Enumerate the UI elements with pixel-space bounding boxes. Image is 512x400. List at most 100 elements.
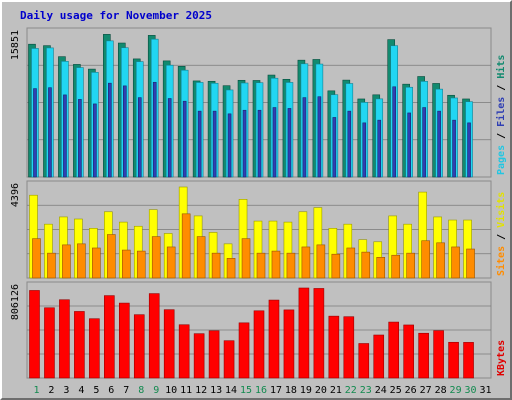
bar-kbytes-22 bbox=[343, 316, 355, 379]
bar-sites-16 bbox=[256, 252, 266, 279]
bar-pages-6 bbox=[108, 82, 112, 178]
x-tick-label-13: 13 bbox=[210, 385, 222, 396]
x-tick-label-24: 24 bbox=[375, 385, 387, 396]
panel-visits-sites-ymax-label: 4396 bbox=[10, 183, 21, 207]
bar-pages-29 bbox=[452, 119, 456, 178]
legend-sites: Sites bbox=[495, 246, 507, 276]
bar-kbytes-30 bbox=[463, 342, 474, 379]
panel-kbytes-ymax-label: 806126 bbox=[10, 284, 21, 320]
bar-pages-16 bbox=[257, 109, 262, 178]
bar-pages-23 bbox=[362, 122, 367, 178]
bar-sites-10 bbox=[166, 246, 176, 279]
bar-pages-4 bbox=[78, 99, 82, 178]
bar-sites-5 bbox=[92, 247, 101, 279]
bar-sites-17 bbox=[271, 250, 281, 279]
bar-sites-13 bbox=[211, 252, 221, 279]
x-tick-label-3: 3 bbox=[63, 385, 69, 396]
legend-files: Files bbox=[495, 97, 507, 127]
x-tick-label-18: 18 bbox=[285, 385, 297, 396]
legend-hits: Hits bbox=[495, 55, 507, 79]
x-tick-label-28: 28 bbox=[435, 385, 447, 396]
x-tick-label-21: 21 bbox=[330, 385, 342, 396]
bar-sites-2 bbox=[47, 252, 56, 279]
bar-sites-22 bbox=[346, 247, 356, 279]
panel-kbytes-legend: KBytes bbox=[496, 340, 507, 376]
bar-sites-11 bbox=[181, 213, 191, 279]
x-tick-label-7: 7 bbox=[123, 385, 129, 396]
x-tick-label-25: 25 bbox=[390, 385, 402, 396]
bar-pages-14 bbox=[227, 113, 232, 178]
bar-pages-13 bbox=[212, 110, 217, 178]
x-tick-label-8: 8 bbox=[138, 385, 144, 396]
panel-visits-sites-legend: Sites / Visits bbox=[495, 192, 507, 276]
bar-sites-30 bbox=[466, 248, 475, 279]
bar-sites-18 bbox=[286, 252, 296, 279]
x-tick-label-27: 27 bbox=[420, 385, 432, 396]
bar-pages-12 bbox=[197, 110, 202, 178]
bar-pages-22 bbox=[347, 110, 352, 178]
bar-kbytes-14 bbox=[223, 340, 235, 379]
bar-sites-28 bbox=[436, 242, 445, 279]
bar-kbytes-29 bbox=[448, 341, 459, 379]
bar-kbytes-3 bbox=[59, 299, 70, 379]
bar-pages-5 bbox=[93, 103, 97, 178]
bar-kbytes-20 bbox=[313, 288, 325, 379]
bar-kbytes-10 bbox=[163, 309, 175, 379]
x-tick-label-31: 31 bbox=[479, 385, 491, 396]
bar-pages-24 bbox=[377, 119, 382, 178]
bar-kbytes-7 bbox=[118, 302, 130, 379]
bar-pages-28 bbox=[437, 110, 441, 178]
bar-sites-15 bbox=[241, 238, 251, 279]
bar-pages-11 bbox=[182, 100, 187, 178]
bar-sites-12 bbox=[196, 236, 206, 279]
x-tick-label-4: 4 bbox=[78, 385, 84, 396]
bar-kbytes-15 bbox=[238, 322, 250, 379]
bar-pages-8 bbox=[137, 97, 142, 178]
bar-sites-9 bbox=[151, 236, 161, 279]
bar-kbytes-13 bbox=[208, 330, 220, 379]
bar-sites-25 bbox=[391, 254, 401, 279]
x-tick-label-30: 30 bbox=[465, 385, 477, 396]
x-tick-label-9: 9 bbox=[153, 385, 159, 396]
bar-kbytes-5 bbox=[89, 318, 100, 379]
bar-kbytes-27 bbox=[418, 332, 429, 379]
bar-sites-7 bbox=[121, 249, 131, 279]
x-tick-label-22: 22 bbox=[345, 385, 357, 396]
x-tick-label-12: 12 bbox=[195, 385, 207, 396]
x-tick-label-10: 10 bbox=[165, 385, 177, 396]
bar-pages-26 bbox=[407, 112, 411, 178]
chart-title: Daily usage for November 2025 bbox=[20, 9, 212, 22]
panel-hits-files-pages-ymax-label: 15851 bbox=[10, 30, 21, 60]
bar-kbytes-11 bbox=[178, 324, 190, 379]
bar-sites-27 bbox=[421, 240, 430, 279]
bar-kbytes-1 bbox=[29, 290, 40, 379]
bar-pages-7 bbox=[122, 85, 127, 178]
bar-kbytes-28 bbox=[433, 330, 444, 379]
bar-pages-17 bbox=[272, 107, 277, 178]
bar-pages-15 bbox=[242, 109, 247, 178]
x-tick-label-5: 5 bbox=[93, 385, 99, 396]
bar-kbytes-9 bbox=[148, 293, 160, 379]
bar-kbytes-26 bbox=[403, 324, 414, 379]
bar-sites-3 bbox=[62, 244, 71, 279]
bar-kbytes-18 bbox=[283, 309, 295, 379]
bar-sites-19 bbox=[301, 246, 311, 279]
bar-sites-20 bbox=[316, 244, 326, 279]
x-tick-label-29: 29 bbox=[450, 385, 462, 396]
x-tick-label-19: 19 bbox=[300, 385, 312, 396]
bar-sites-4 bbox=[77, 243, 86, 279]
bar-pages-3 bbox=[63, 94, 67, 178]
bar-pages-18 bbox=[287, 108, 292, 178]
legend-kbytes: KBytes bbox=[496, 340, 507, 376]
bar-kbytes-4 bbox=[74, 311, 85, 379]
bar-pages-20 bbox=[317, 96, 322, 178]
x-tick-label-6: 6 bbox=[108, 385, 114, 396]
bar-pages-27 bbox=[422, 107, 426, 178]
legend-pages: Pages bbox=[496, 145, 507, 175]
bar-kbytes-17 bbox=[268, 299, 280, 379]
bar-kbytes-19 bbox=[298, 287, 310, 379]
x-tick-label-11: 11 bbox=[180, 385, 192, 396]
bar-sites-23 bbox=[361, 251, 371, 279]
bar-sites-21 bbox=[331, 253, 341, 279]
